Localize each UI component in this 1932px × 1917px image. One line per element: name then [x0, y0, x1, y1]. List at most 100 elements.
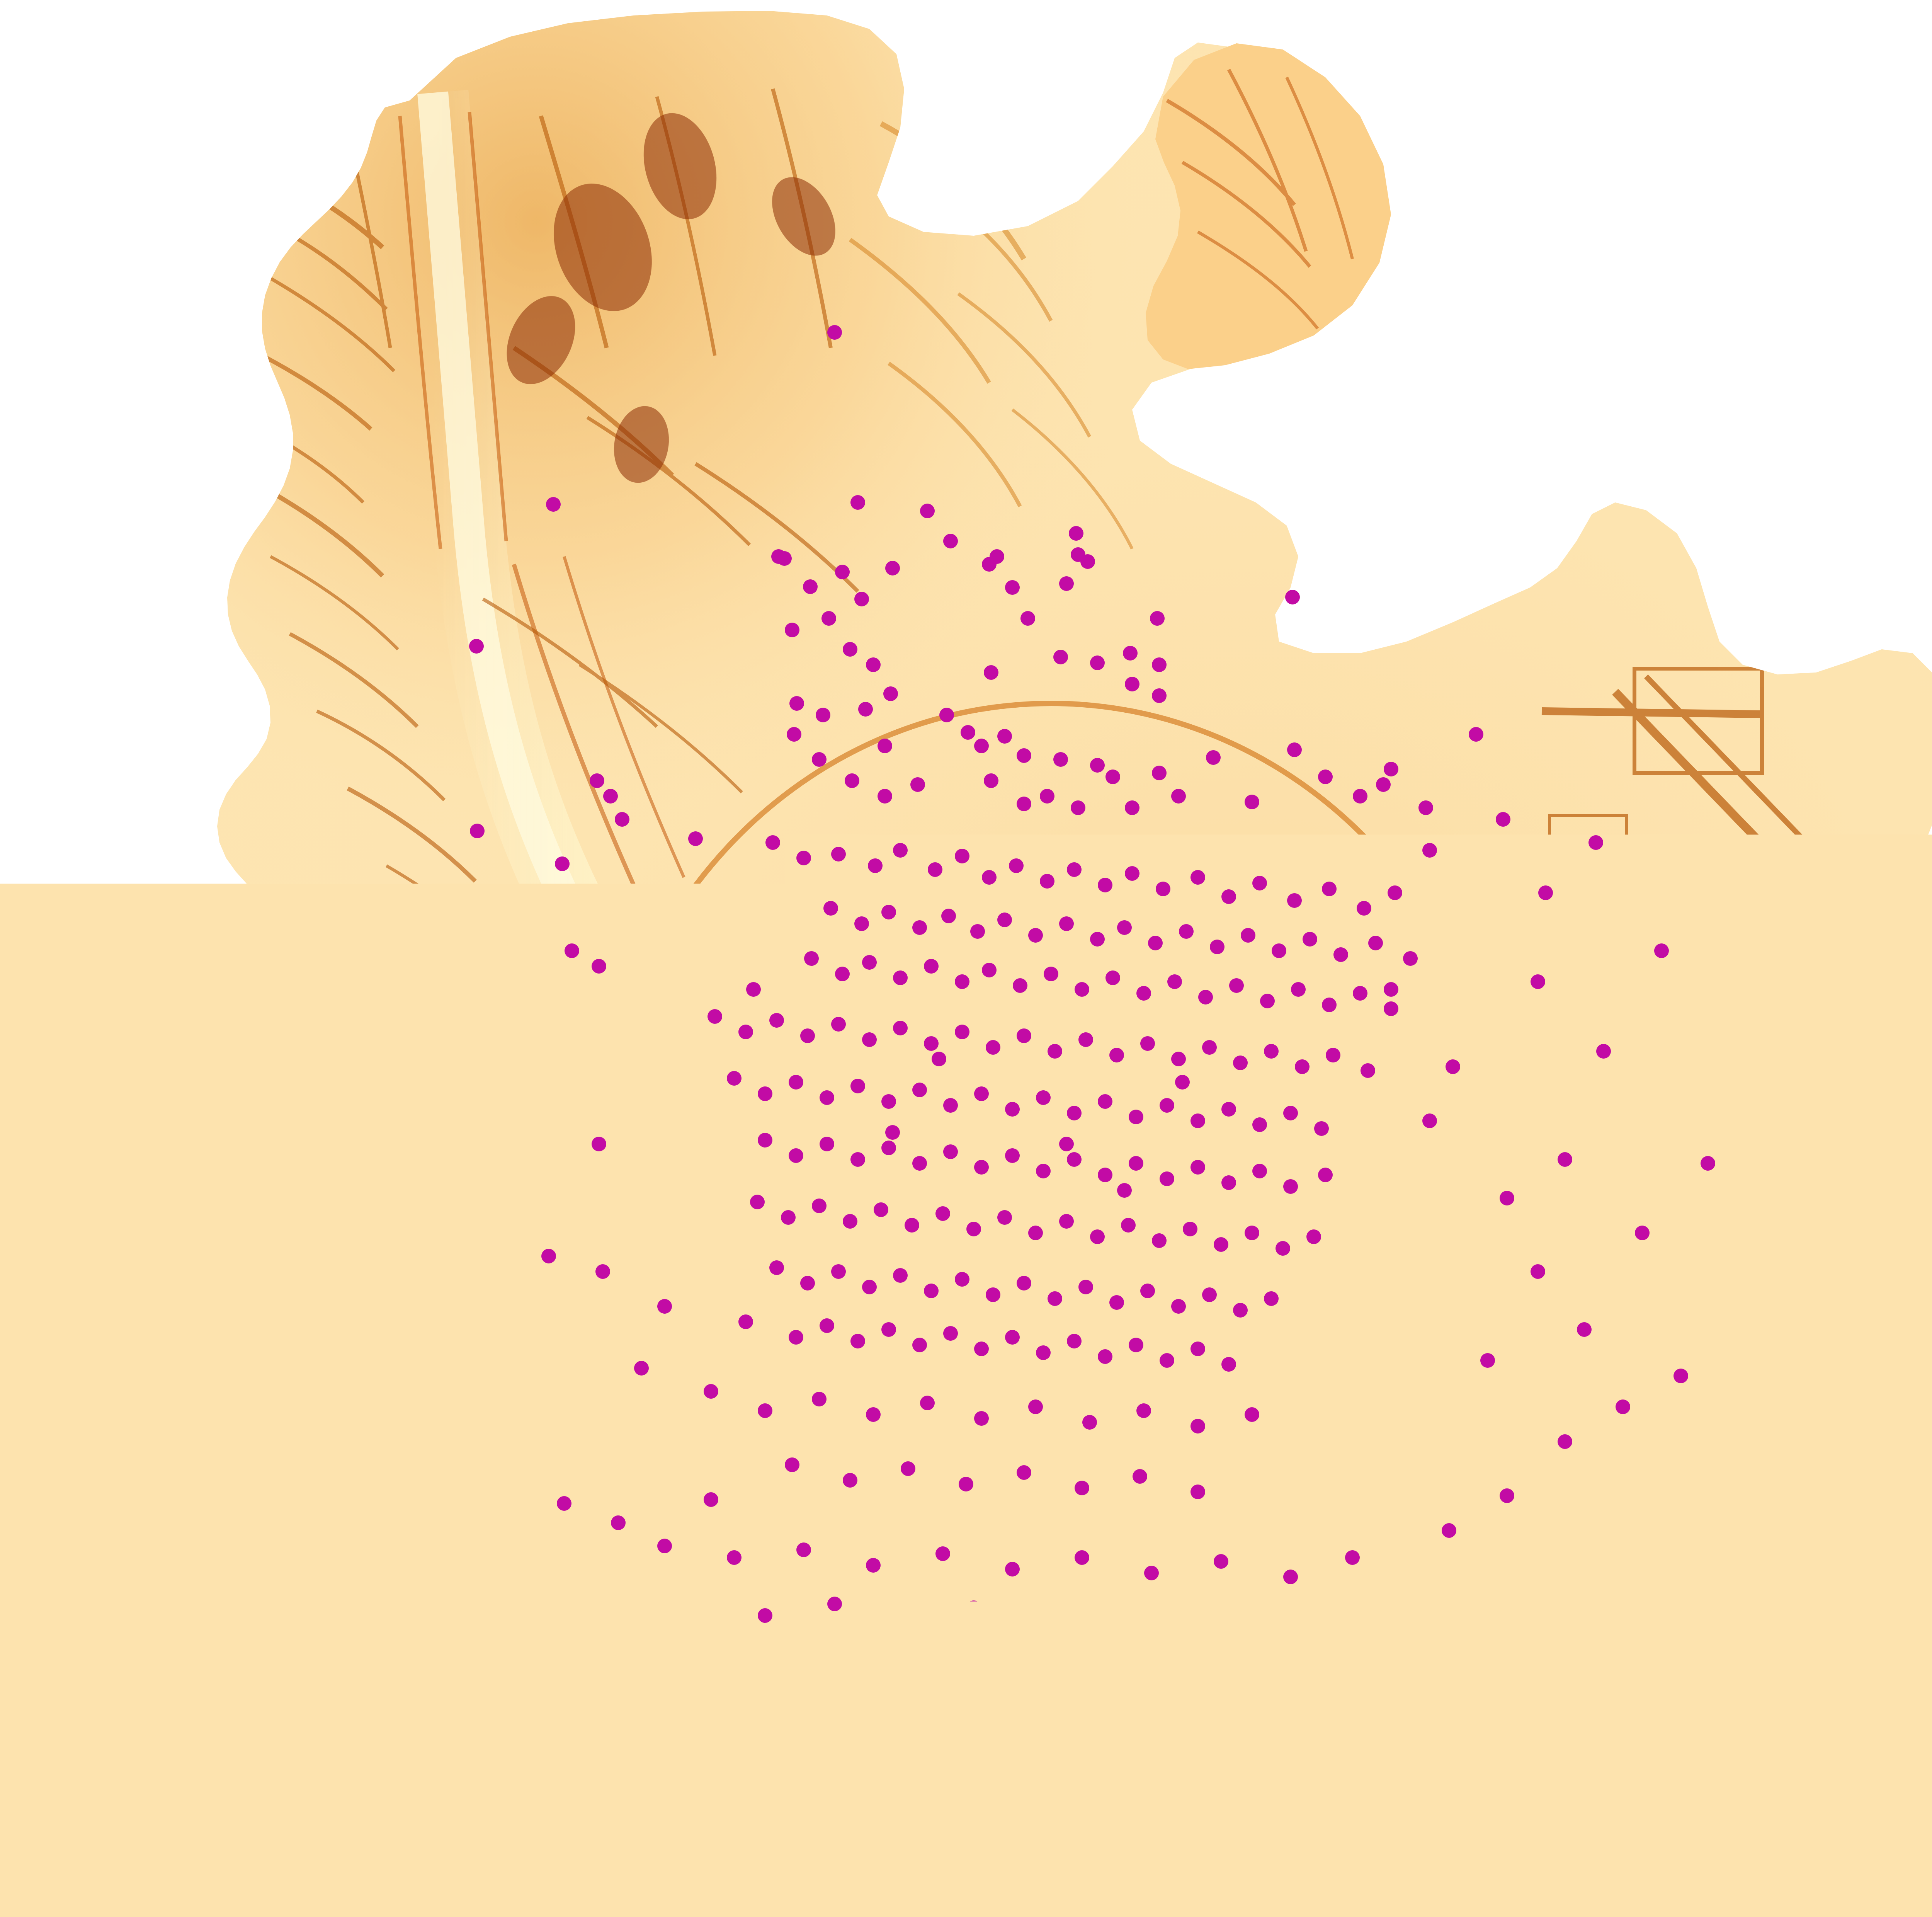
- accidente-point[interactable]: [1013, 978, 1027, 993]
- accidente-point[interactable]: [1446, 1059, 1460, 1074]
- accidente-point[interactable]: [1272, 943, 1286, 958]
- accidente-point[interactable]: [1558, 1152, 1572, 1167]
- accidente-point[interactable]: [827, 1597, 842, 1611]
- accidente-point[interactable]: [897, 1612, 912, 1627]
- accidente-point[interactable]: [881, 1141, 896, 1155]
- accidente-point[interactable]: [758, 1133, 772, 1147]
- accidente-point[interactable]: [1175, 1620, 1190, 1634]
- accidente-point[interactable]: [1635, 1226, 1650, 1240]
- accidente-point[interactable]: [827, 325, 842, 340]
- accidente-point[interactable]: [707, 1009, 722, 1024]
- accidente-point[interactable]: [1044, 967, 1058, 981]
- accidente-point[interactable]: [555, 856, 570, 871]
- accidente-point[interactable]: [1616, 1399, 1630, 1414]
- accidente-point[interactable]: [1036, 1164, 1051, 1178]
- accidente-point[interactable]: [1276, 1241, 1290, 1256]
- accidente-point[interactable]: [1152, 766, 1167, 780]
- accidente-point[interactable]: [1654, 943, 1669, 958]
- accidente-point[interactable]: [615, 812, 629, 827]
- accidente-point[interactable]: [1190, 1113, 1205, 1128]
- accidente-point[interactable]: [1160, 1098, 1174, 1113]
- accidente-point[interactable]: [974, 1086, 989, 1101]
- accidente-point[interactable]: [850, 1334, 865, 1348]
- accidente-point[interactable]: [1005, 1148, 1020, 1163]
- accidente-point[interactable]: [1202, 1040, 1217, 1055]
- accidente-point[interactable]: [1260, 994, 1275, 1008]
- accidente-point[interactable]: [1098, 1168, 1112, 1182]
- accidente-point[interactable]: [1059, 1214, 1074, 1229]
- accidente-point[interactable]: [1152, 1233, 1167, 1248]
- accidente-point[interactable]: [970, 924, 985, 939]
- accidente-point[interactable]: [746, 982, 761, 997]
- accidente-point[interactable]: [1241, 928, 1255, 943]
- accidente-point[interactable]: [986, 1040, 1000, 1055]
- accidente-point[interactable]: [1469, 727, 1483, 742]
- accidente-point[interactable]: [769, 1260, 784, 1275]
- accidente-point[interactable]: [984, 773, 998, 788]
- accidente-point[interactable]: [1067, 1106, 1082, 1120]
- accidente-point[interactable]: [1075, 982, 1089, 997]
- accidente-point[interactable]: [1009, 858, 1024, 873]
- accidente-point[interactable]: [727, 1071, 742, 1086]
- accidente-point[interactable]: [1357, 901, 1371, 916]
- accidente-point[interactable]: [935, 1206, 950, 1221]
- accidente-point[interactable]: [1221, 1102, 1236, 1117]
- accidente-point[interactable]: [1175, 1075, 1190, 1090]
- accidente-point[interactable]: [982, 963, 997, 977]
- accidente-point[interactable]: [843, 642, 857, 657]
- accidente-point[interactable]: [1150, 611, 1165, 626]
- accidente-point[interactable]: [1048, 1044, 1062, 1059]
- accidente-point[interactable]: [893, 843, 908, 858]
- accidente-point[interactable]: [1210, 940, 1225, 954]
- accidente-point[interactable]: [592, 1137, 606, 1151]
- accidente-point[interactable]: [1117, 920, 1132, 935]
- accidente-point[interactable]: [1264, 1044, 1279, 1059]
- accidente-point[interactable]: [1098, 878, 1112, 892]
- accidente-point[interactable]: [1214, 1237, 1228, 1252]
- accidente-point[interactable]: [1673, 1369, 1688, 1383]
- accidente-point[interactable]: [990, 1817, 1004, 1832]
- accidente-point[interactable]: [959, 1477, 973, 1491]
- accidente-point[interactable]: [1422, 1113, 1437, 1128]
- accidente-point[interactable]: [823, 901, 838, 916]
- accidente-point[interactable]: [738, 1025, 753, 1039]
- accidente-point[interactable]: [704, 1492, 718, 1507]
- accidente-point[interactable]: [812, 752, 827, 767]
- accidente-point[interactable]: [603, 789, 618, 804]
- accidente-point[interactable]: [1361, 1063, 1375, 1078]
- accidente-point[interactable]: [1036, 1345, 1051, 1360]
- accidente-point[interactable]: [1125, 800, 1139, 815]
- accidente-point[interactable]: [1496, 812, 1510, 827]
- accidente-point[interactable]: [866, 1407, 881, 1422]
- accidente-point[interactable]: [1129, 1338, 1143, 1352]
- accidente-point[interactable]: [935, 1658, 950, 1673]
- accidente-point[interactable]: [1287, 893, 1302, 908]
- accidente-point[interactable]: [831, 847, 846, 861]
- accidente-point[interactable]: [781, 1210, 796, 1225]
- accidente-point[interactable]: [688, 831, 703, 846]
- accidente-point[interactable]: [878, 789, 892, 804]
- accidente-point[interactable]: [821, 611, 836, 626]
- accidente-point[interactable]: [912, 1338, 927, 1352]
- accidente-point[interactable]: [758, 1086, 772, 1101]
- accidente-point[interactable]: [796, 851, 811, 865]
- accidente-point[interactable]: [935, 1546, 950, 1561]
- accidente-point[interactable]: [1190, 1160, 1205, 1175]
- accidente-point[interactable]: [592, 959, 606, 974]
- accidente-point[interactable]: [893, 1268, 908, 1283]
- accidente-point[interactable]: [657, 1539, 672, 1553]
- accidente-point[interactable]: [789, 1075, 803, 1090]
- accidente-point[interactable]: [1105, 1604, 1120, 1619]
- accidente-point[interactable]: [1036, 1616, 1051, 1631]
- accidente-point[interactable]: [1538, 885, 1553, 900]
- accidente-point[interactable]: [1353, 789, 1367, 804]
- accidente-point[interactable]: [1318, 1168, 1333, 1182]
- accidente-point[interactable]: [941, 909, 956, 923]
- accidente-point[interactable]: [1017, 748, 1031, 763]
- accidente-point[interactable]: [1090, 932, 1105, 947]
- accidente-point[interactable]: [1233, 1056, 1248, 1070]
- accidente-point[interactable]: [1283, 1570, 1298, 1584]
- accidente-point[interactable]: [1040, 874, 1054, 889]
- accidente-point[interactable]: [1069, 526, 1083, 541]
- accidente-point[interactable]: [1326, 1048, 1340, 1062]
